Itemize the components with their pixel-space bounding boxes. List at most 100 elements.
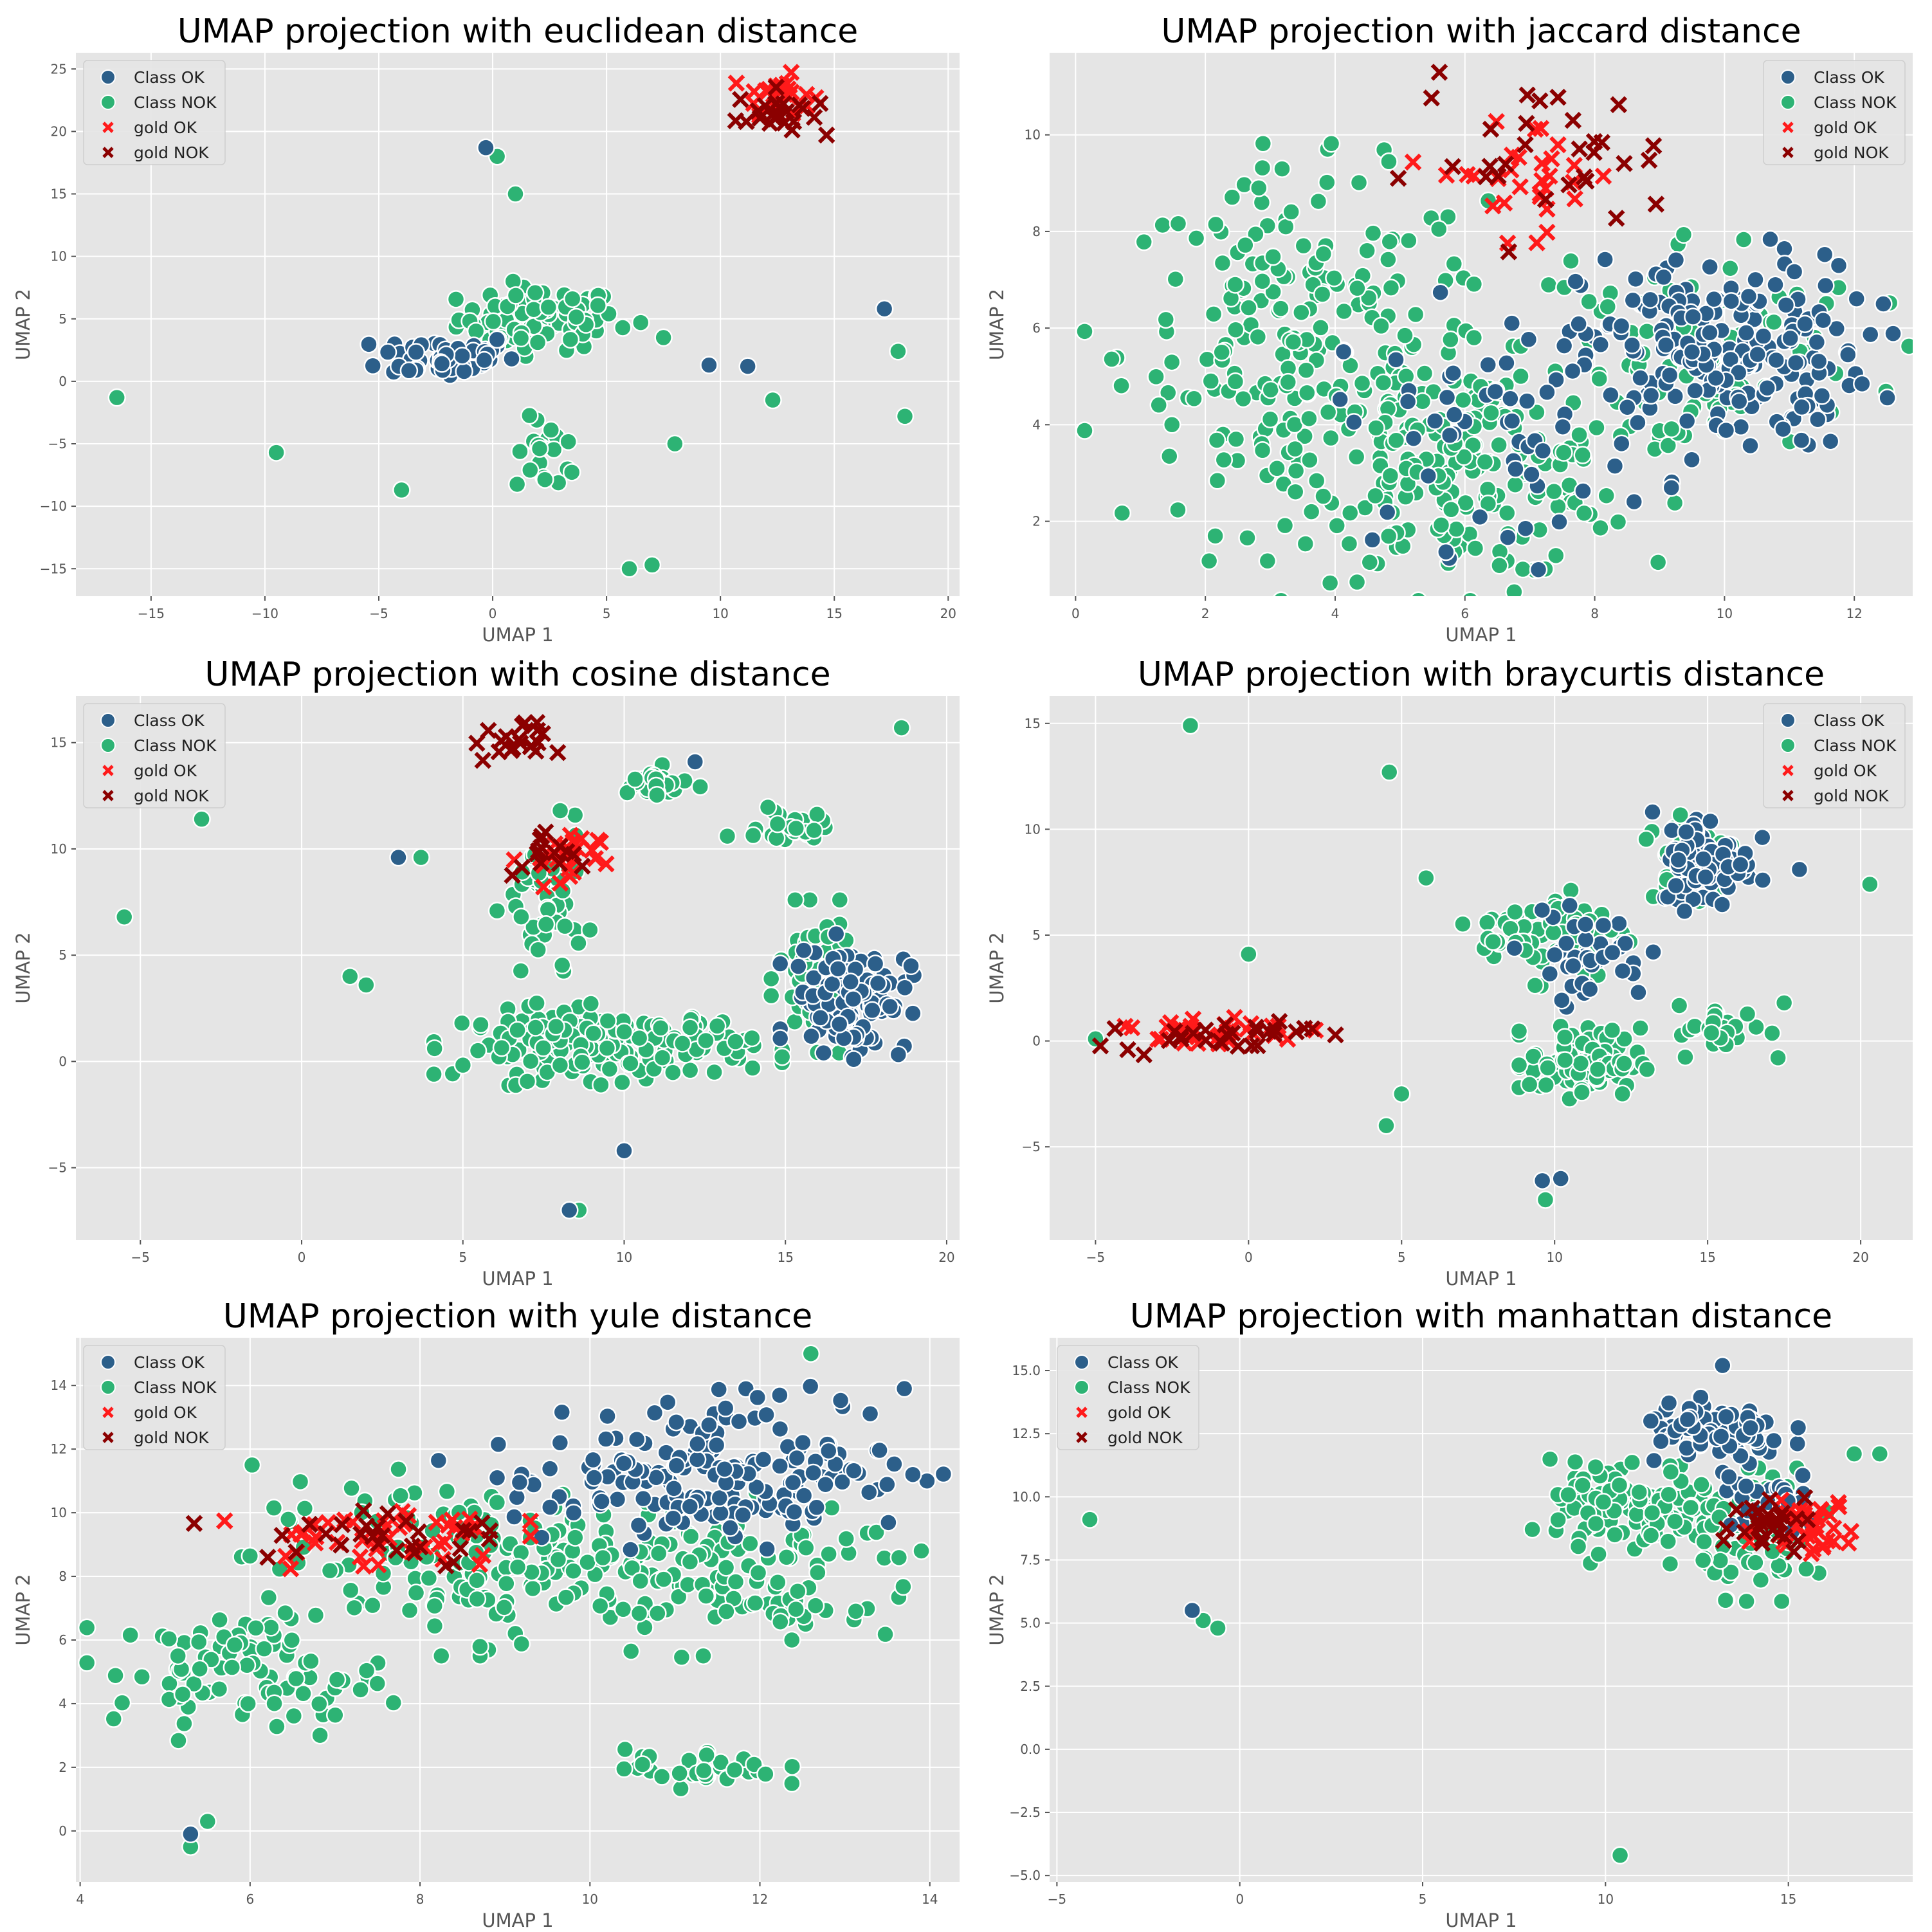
data-point-class-nok [1296, 534, 1315, 553]
data-point-class-nok [1562, 251, 1580, 271]
data-point-class-nok [1307, 471, 1326, 490]
data-point-class-nok [294, 1684, 313, 1703]
data-point-class-nok [452, 1014, 471, 1033]
data-point-class-nok [1623, 1453, 1642, 1472]
data-point-class-nok [614, 318, 632, 337]
legend-marker [1780, 69, 1796, 85]
data-point-class-ok [1440, 426, 1459, 445]
data-point-class-ok [1545, 945, 1564, 964]
data-point-class-nok [581, 994, 601, 1013]
data-point-gold-ok [1773, 1491, 1790, 1509]
data-point-class-nok [783, 1774, 801, 1793]
data-point-gold-nok [479, 722, 497, 740]
data-point-class-nok [392, 480, 411, 500]
data-point-class-nok [1380, 763, 1399, 781]
y-axis-label: UMAP 2 [986, 1574, 1008, 1645]
data-point-class-nok [1506, 902, 1524, 922]
data-point-gold-ok [1594, 167, 1612, 185]
data-point-class-nok [648, 785, 666, 805]
data-point-class-nok [551, 801, 570, 820]
data-point-class-nok [302, 1652, 320, 1671]
data-point-class-nok [787, 1599, 805, 1619]
data-point-gold-nok [354, 1502, 372, 1520]
data-point-class-nok [1113, 504, 1132, 523]
data-point-class-nok [246, 1619, 265, 1637]
data-point-class-nok [725, 1760, 744, 1780]
data-point-class-ok [1616, 934, 1635, 953]
data-point-class-ok [830, 1015, 849, 1034]
data-point-class-ok [432, 354, 451, 373]
data-point-gold-nok [1229, 1037, 1247, 1055]
data-point-class-ok [895, 1379, 914, 1398]
data-point-class-nok [1322, 134, 1341, 153]
data-point-class-nok [326, 1706, 345, 1724]
x-tick-label: 10 [1598, 1891, 1614, 1907]
data-point-class-ok [1809, 410, 1827, 429]
data-point-class-ok [1731, 855, 1750, 874]
x-axis-label: UMAP 1 [1445, 1909, 1517, 1931]
data-point-class-nok [581, 920, 599, 940]
data-point-gold-nok [1531, 92, 1549, 110]
data-point-class-nok [1630, 1482, 1648, 1502]
data-point-class-nok [291, 1472, 310, 1491]
data-point-gold-nok [333, 1536, 350, 1554]
data-point-gold-nok [397, 1512, 415, 1530]
data-point-class-ok [378, 343, 397, 361]
data-point-class-nok [287, 1669, 305, 1688]
data-point-gold-nok [451, 1540, 469, 1557]
data-point-class-nok [1479, 495, 1498, 513]
data-point-gold-nok [1224, 1025, 1241, 1042]
data-point-class-nok [508, 1558, 527, 1576]
data-point-gold-nok [1715, 1531, 1733, 1549]
data-point-gold-nok [767, 95, 785, 113]
legend-marker [102, 790, 114, 801]
legend-label: Class NOK [1814, 736, 1897, 755]
data-point-class-nok [1598, 297, 1618, 316]
data-point-class-ok [614, 1454, 633, 1473]
data-point-class-nok [471, 1637, 489, 1656]
x-tick-label: 5 [1398, 1250, 1406, 1265]
data-point-class-ok [709, 1380, 728, 1399]
data-point-class-nok [564, 1562, 583, 1580]
data-point-gold-nok [1571, 140, 1588, 158]
data-point-class-nok [1429, 220, 1448, 239]
data-point-class-nok [406, 1583, 426, 1602]
x-tick-label: 5 [1419, 1891, 1427, 1907]
data-point-gold-ok [416, 1538, 433, 1556]
data-point-class-ok [540, 1459, 560, 1478]
data-point-class-nok [620, 560, 639, 578]
data-point-gold-nok [1607, 210, 1625, 227]
data-point-class-nok [566, 1528, 585, 1547]
data-point-class-nok [1615, 1054, 1634, 1073]
data-point-class-nok [889, 342, 907, 361]
data-point-class-nok [1208, 1619, 1227, 1637]
data-point-class-nok [508, 1021, 527, 1039]
data-point-class-nok [1659, 1485, 1678, 1504]
data-point-class-ok [507, 1488, 526, 1507]
data-point-class-nok [1258, 551, 1277, 570]
x-tick-label: 0 [1235, 1891, 1244, 1907]
legend-label: gold OK [1814, 761, 1877, 780]
data-point-class-nok [1381, 466, 1400, 485]
data-point-class-nok [1442, 500, 1461, 519]
data-point-class-nok [1347, 572, 1367, 592]
data-point-class-nok [341, 1581, 360, 1599]
data-point-class-ok [1753, 871, 1773, 889]
data-point-gold-nok [1091, 1037, 1109, 1055]
data-point-gold-nok [529, 845, 546, 862]
legend-marker [102, 1432, 114, 1443]
legend: Class OK Class NOK gold OK gold NOK [83, 703, 226, 808]
x-tick-label: 10 [582, 1891, 598, 1907]
data-point-class-nok [492, 1038, 511, 1057]
data-point-class-ok [1566, 272, 1585, 291]
data-point-class-nok [1396, 326, 1414, 345]
data-point-class-nok [1574, 504, 1594, 523]
legend-marker [100, 738, 116, 753]
data-point-class-nok [681, 1527, 700, 1546]
data-point-gold-ok [572, 830, 590, 848]
x-tick-label: 2 [1201, 606, 1210, 621]
data-point-class-ok [1821, 432, 1840, 451]
data-point-class-ok [455, 362, 473, 381]
data-point-class-ok [1437, 388, 1457, 407]
data-point-class-ok [1713, 895, 1732, 914]
